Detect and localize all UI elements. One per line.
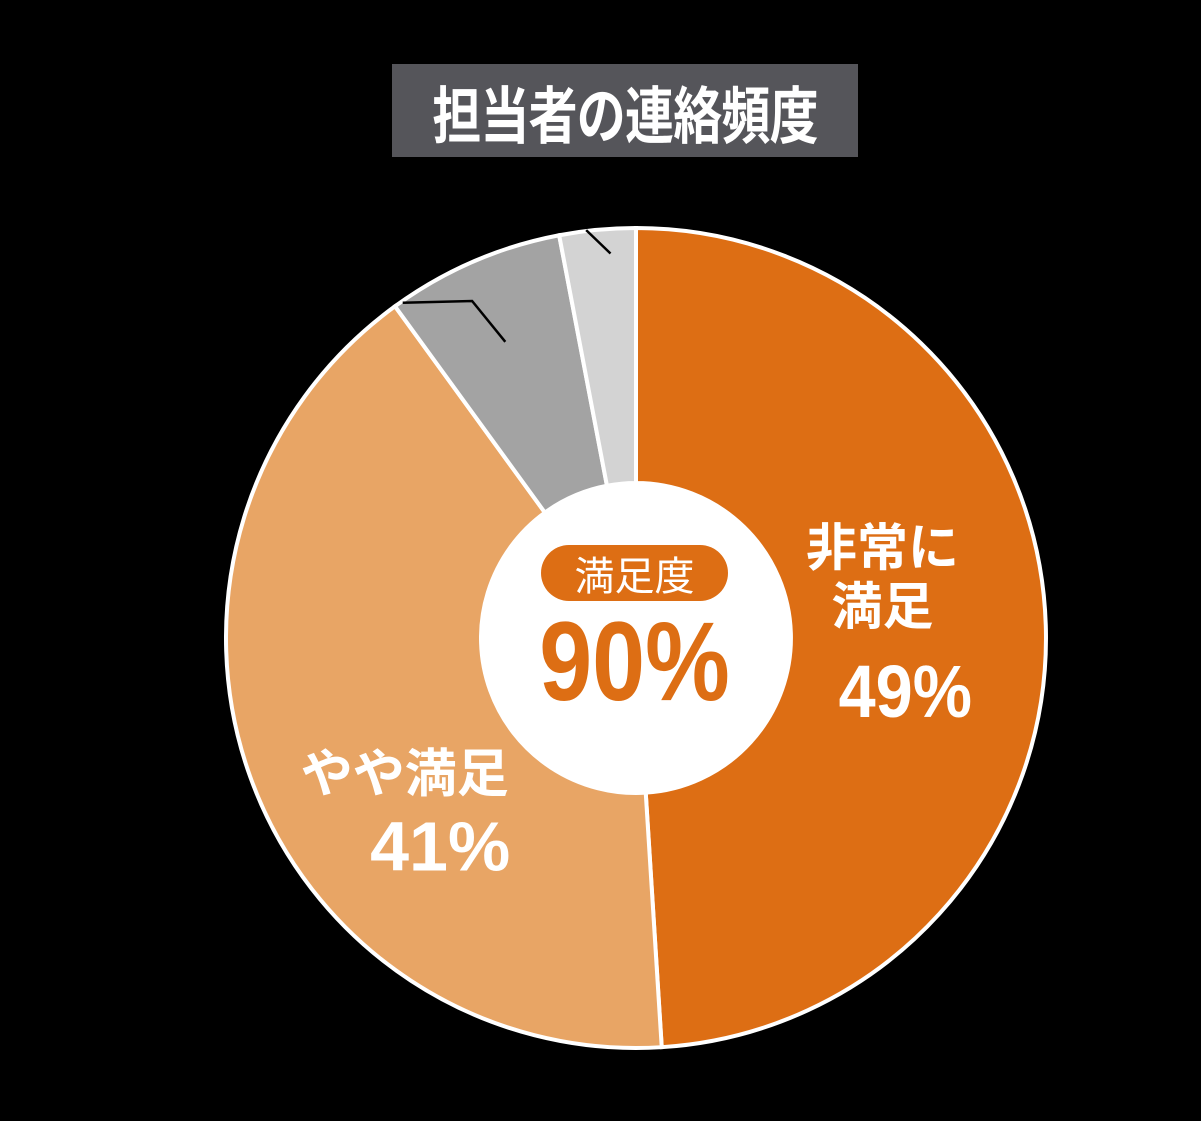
- svg-text:満足: 満足: [831, 566, 933, 640]
- svg-text:満足度: 満足度: [575, 544, 695, 602]
- svg-text:やや満足: やや満足: [301, 732, 509, 807]
- svg-text:90%: 90%: [539, 600, 730, 725]
- svg-text:41%: 41%: [370, 807, 510, 885]
- svg-text:49%: 49%: [839, 650, 972, 733]
